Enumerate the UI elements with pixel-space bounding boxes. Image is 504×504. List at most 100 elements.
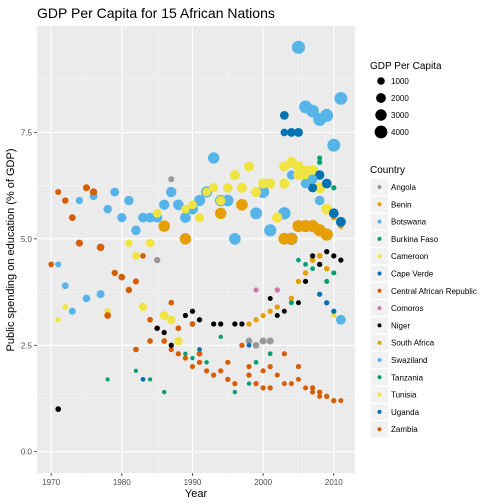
data-point <box>180 212 191 223</box>
color-legend-label: Benin <box>391 200 411 209</box>
data-point <box>138 302 148 312</box>
data-point <box>279 111 289 120</box>
size-legend-title: GDP Per Capita <box>370 61 442 72</box>
data-point <box>218 334 223 339</box>
data-point <box>124 195 134 206</box>
data-point <box>202 187 211 197</box>
data-point <box>274 304 280 310</box>
grid-minor <box>37 26 355 473</box>
color-legend-key <box>377 392 382 397</box>
data-point <box>320 108 334 122</box>
data-point <box>308 183 318 193</box>
data-point <box>253 359 259 365</box>
data-point <box>281 308 287 314</box>
data-point <box>253 380 259 387</box>
color-legend-label: Swaziland <box>391 356 427 365</box>
data-point <box>252 341 260 349</box>
data-point <box>148 377 153 382</box>
plot-panel <box>37 26 355 473</box>
data-point <box>236 198 248 211</box>
color-legend-label: Angola <box>391 183 416 192</box>
data-point <box>291 40 306 54</box>
data-point <box>218 368 224 374</box>
data-point <box>309 253 316 259</box>
size-legend-label: 3000 <box>391 111 409 120</box>
color-legend-key <box>377 185 382 189</box>
data-point <box>222 194 234 207</box>
data-point <box>279 178 290 189</box>
data-point <box>55 188 62 196</box>
data-point <box>331 308 337 314</box>
data-point <box>281 351 287 357</box>
data-point <box>183 351 188 357</box>
data-point <box>68 214 76 221</box>
data-point <box>307 174 318 185</box>
data-point <box>232 389 238 395</box>
data-point <box>285 232 298 245</box>
color-legend-title: Country <box>370 165 405 176</box>
color-legend-label: Burkina Faso <box>391 235 439 244</box>
data-point <box>174 336 183 346</box>
data-point <box>203 368 210 374</box>
data-point <box>302 270 309 276</box>
color-legend-label: Zambia <box>391 425 418 434</box>
data-point <box>314 195 325 206</box>
data-point <box>317 389 323 395</box>
data-point <box>317 261 323 268</box>
chart-title: GDP Per Capita for 15 African Nations <box>37 5 275 21</box>
data-point <box>182 312 189 319</box>
data-point <box>133 368 138 373</box>
data-point <box>117 212 127 223</box>
data-point <box>145 212 156 223</box>
data-point <box>140 253 146 259</box>
data-point <box>287 128 296 137</box>
x-tick-label: 1970 <box>42 478 60 487</box>
data-point <box>300 178 311 189</box>
data-point <box>245 337 253 345</box>
size-legend-key <box>375 109 387 121</box>
y-tick-label: 0.0 <box>21 448 33 457</box>
data-point <box>320 228 333 241</box>
data-point <box>147 316 153 323</box>
data-point <box>173 199 184 211</box>
x-axis-ticks: 1970 1980 1990 2000 2010 <box>42 473 343 487</box>
data-point <box>309 257 316 263</box>
data-point <box>179 233 192 245</box>
data-point <box>264 224 277 237</box>
data-point <box>251 186 262 198</box>
color-legend: Country Angola Benin Botswana Burkina Faso C… <box>370 165 477 438</box>
data-point <box>267 308 273 314</box>
data-point <box>82 184 90 192</box>
data-point <box>253 287 259 293</box>
data-point <box>286 157 297 168</box>
data-point <box>286 170 296 180</box>
data-point <box>111 269 118 277</box>
data-point <box>189 321 196 327</box>
data-point <box>168 176 175 183</box>
data-point <box>89 188 98 196</box>
data-point <box>334 91 348 105</box>
data-point <box>267 295 273 301</box>
color-legend-key <box>377 409 382 414</box>
color-legend-label: Cameroon <box>391 252 428 261</box>
data-point <box>274 287 281 293</box>
data-point <box>161 389 167 395</box>
data-point <box>103 204 112 214</box>
data-point <box>168 342 174 348</box>
data-point <box>338 257 344 263</box>
data-point <box>216 195 226 206</box>
data-point <box>302 278 309 285</box>
data-point <box>166 186 177 198</box>
color-legend-key <box>377 219 382 224</box>
data-point <box>133 346 139 353</box>
y-tick-label: 7.5 <box>21 128 33 137</box>
data-points <box>48 40 348 412</box>
color-legend-key <box>377 236 382 241</box>
color-legend-key <box>377 202 382 207</box>
data-point <box>260 312 266 319</box>
data-point <box>229 233 241 245</box>
data-point <box>296 257 301 263</box>
data-point <box>253 317 259 323</box>
data-point <box>132 278 139 285</box>
